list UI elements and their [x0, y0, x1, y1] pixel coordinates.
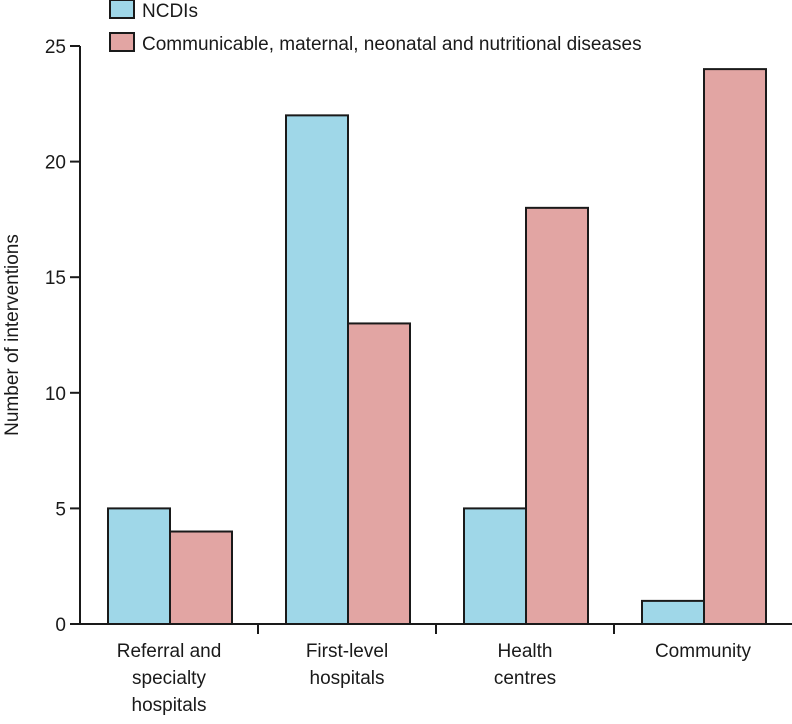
y-axis-title: Number of interventions — [2, 234, 23, 436]
legend: NCDIs Communicable, maternal, neonatal a… — [109, 0, 642, 55]
x-category-label-2: Health centres — [494, 641, 556, 689]
x-axis-ticks — [257, 624, 615, 634]
bar-communicable-0 — [169, 530, 233, 626]
bar-ncdis-0 — [107, 507, 171, 625]
legend-label-ncdis: NCDIs — [142, 1, 198, 22]
bar-ncdis-1 — [285, 114, 349, 626]
bar-communicable-3 — [703, 68, 767, 626]
bar-ncdis-3 — [641, 599, 705, 626]
y-tick-label-10: 10 — [45, 384, 66, 405]
y-axis-ticks: 0 5 10 15 20 25 — [45, 37, 80, 636]
y-tick-label-20: 20 — [45, 153, 66, 174]
y-tick-label-5: 5 — [55, 499, 66, 520]
bar-communicable-1 — [347, 322, 411, 625]
x-category-label-3: Community — [655, 641, 752, 662]
x-category-label-0: Referral and specialty hospitals — [117, 641, 222, 716]
bar-ncdis-2 — [463, 507, 527, 625]
y-tick-label-25: 25 — [45, 37, 66, 58]
x-category-label-1: First-level hospitals — [306, 641, 388, 689]
bars — [107, 68, 767, 626]
y-tick-label-0: 0 — [55, 615, 66, 636]
y-tick-label-15: 15 — [45, 268, 66, 289]
legend-label-communicable: Communicable, maternal, neonatal and nut… — [142, 34, 642, 55]
legend-swatch-communicable — [109, 32, 135, 52]
legend-swatch-ncdis — [109, 0, 135, 19]
bar-communicable-2 — [525, 206, 589, 625]
x-axis-labels: Referral and specialty hospitals First-leve… — [117, 641, 752, 716]
